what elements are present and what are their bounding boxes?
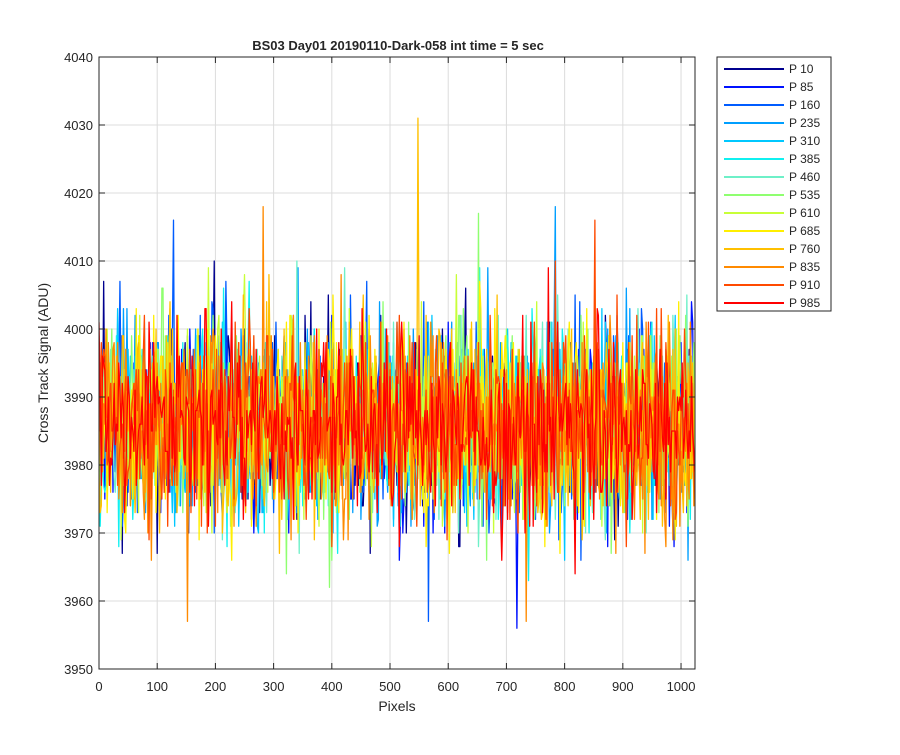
legend-items: P 10 P 85 P 160 P 235 P 310 P 385 P 460 P 535 P … xyxy=(724,62,820,310)
legend-label: P 985 xyxy=(789,296,820,310)
y-tick-label: 3980 xyxy=(64,458,93,473)
y-tick-label: 4000 xyxy=(64,322,93,337)
y-tick-label: 4030 xyxy=(64,118,93,133)
legend-label: P 610 xyxy=(789,206,820,220)
y-tick-label: 3970 xyxy=(64,526,93,541)
legend-label: P 760 xyxy=(789,242,820,256)
y-tick-label: 3960 xyxy=(64,594,93,609)
legend-label: P 460 xyxy=(789,170,820,184)
plot-frame xyxy=(98,56,696,670)
series-line xyxy=(99,267,695,575)
legend-label: P 385 xyxy=(789,152,820,166)
legend-label: P 85 xyxy=(789,80,814,94)
y-tick-label: 3950 xyxy=(64,662,93,677)
series-layer xyxy=(99,117,695,629)
legend-label: P 235 xyxy=(789,116,820,130)
x-tick-label: 800 xyxy=(554,679,576,694)
x-tick-label: 900 xyxy=(612,679,634,694)
chart-title: BS03 Day01 20190110-Dark-058 int time = … xyxy=(252,38,544,53)
y-tick-label: 4040 xyxy=(64,50,93,65)
x-tick-label: 300 xyxy=(263,679,285,694)
legend-label: P 910 xyxy=(789,278,820,292)
legend-box xyxy=(716,56,832,312)
x-tick-label: 1000 xyxy=(667,679,696,694)
legend-label: P 160 xyxy=(789,98,820,112)
legend-label: P 835 xyxy=(789,260,820,274)
legend-label: P 10 xyxy=(789,62,814,76)
x-axis-title: Pixels xyxy=(378,698,415,714)
x-tick-label: 400 xyxy=(321,679,343,694)
y-tick-label: 3990 xyxy=(64,390,93,405)
x-tick-label: 100 xyxy=(146,679,168,694)
x-tick-label: 200 xyxy=(205,679,227,694)
x-tick-label: 500 xyxy=(379,679,401,694)
legend: P 10 P 85 P 160 P 235 P 310 P 385 P 460 P 535 P … xyxy=(716,56,832,312)
y-tick-label: 4010 xyxy=(64,254,93,269)
legend-label: P 685 xyxy=(789,224,820,238)
tick-layer: 0 100 200 300 400 500 600 700 800 900 1000 3950 3960… xyxy=(64,50,695,694)
x-tick-label: 700 xyxy=(496,679,518,694)
x-tick-label: 0 xyxy=(95,679,102,694)
x-tick-label: 600 xyxy=(437,679,459,694)
y-axis-title: Cross Track Signal (ADU) xyxy=(35,283,51,443)
legend-label: P 310 xyxy=(789,134,820,148)
y-tick-label: 4020 xyxy=(64,186,93,201)
legend-label: P 535 xyxy=(789,188,820,202)
